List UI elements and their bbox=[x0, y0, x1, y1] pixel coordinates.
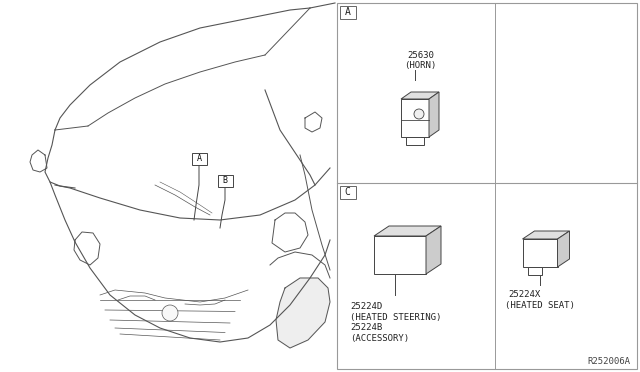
Text: C: C bbox=[344, 187, 351, 197]
FancyBboxPatch shape bbox=[191, 153, 207, 164]
Polygon shape bbox=[374, 236, 426, 274]
Text: (HORN): (HORN) bbox=[404, 61, 436, 70]
Text: 25224D: 25224D bbox=[350, 302, 382, 311]
Text: A: A bbox=[344, 7, 351, 17]
FancyBboxPatch shape bbox=[337, 3, 637, 369]
Polygon shape bbox=[522, 239, 557, 267]
Polygon shape bbox=[429, 92, 439, 137]
Polygon shape bbox=[374, 226, 441, 236]
FancyBboxPatch shape bbox=[218, 174, 232, 186]
Circle shape bbox=[162, 305, 178, 321]
FancyBboxPatch shape bbox=[339, 6, 355, 19]
Text: 25224X: 25224X bbox=[508, 290, 540, 299]
Polygon shape bbox=[401, 92, 439, 99]
Polygon shape bbox=[522, 231, 570, 239]
Text: 25224B: 25224B bbox=[350, 323, 382, 332]
Circle shape bbox=[414, 109, 424, 119]
Text: R252006A: R252006A bbox=[587, 357, 630, 366]
FancyBboxPatch shape bbox=[339, 186, 355, 199]
Polygon shape bbox=[406, 137, 424, 145]
Polygon shape bbox=[276, 278, 330, 348]
Polygon shape bbox=[528, 267, 542, 275]
Text: (ACCESSORY): (ACCESSORY) bbox=[350, 334, 409, 343]
Text: 25630: 25630 bbox=[407, 51, 434, 60]
Polygon shape bbox=[557, 231, 570, 267]
Text: (HEATED STEERING): (HEATED STEERING) bbox=[350, 313, 442, 322]
Text: A: A bbox=[196, 154, 202, 163]
Text: B: B bbox=[223, 176, 227, 185]
Polygon shape bbox=[401, 99, 429, 137]
Polygon shape bbox=[426, 226, 441, 274]
Text: (HEATED SEAT): (HEATED SEAT) bbox=[505, 301, 575, 310]
